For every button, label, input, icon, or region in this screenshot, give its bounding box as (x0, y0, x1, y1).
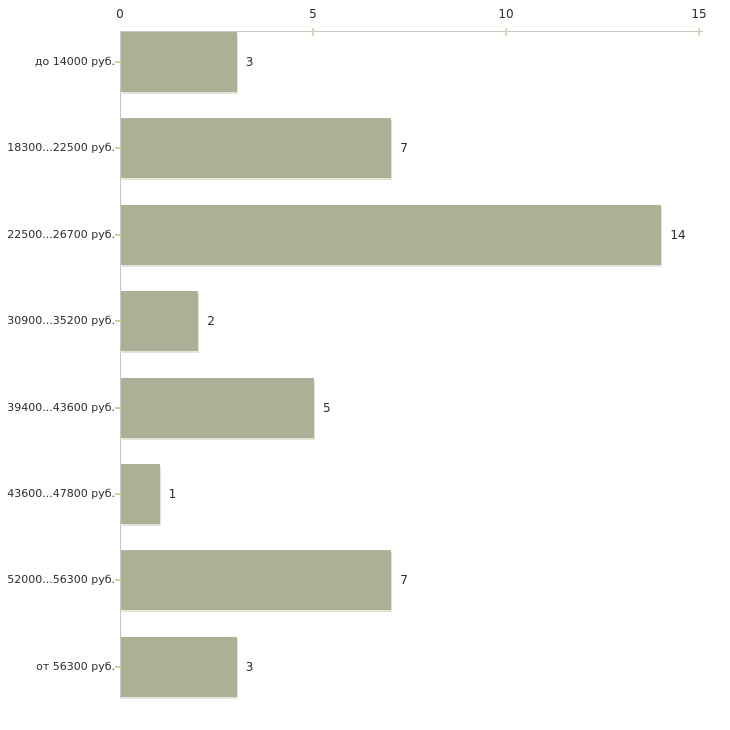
category-label: 39400...43600 руб. (7, 400, 115, 414)
x-axis-tick-label: 10 (498, 7, 514, 21)
y-axis-tick-mark (115, 406, 121, 409)
category-label: 18300...22500 руб. (7, 141, 115, 155)
y-axis-line (120, 31, 121, 699)
category-label: 52000...56300 руб. (7, 573, 115, 587)
bar (121, 636, 237, 697)
y-axis-tick-mark (115, 147, 121, 150)
value-label: 5 (323, 400, 331, 415)
value-label: 3 (245, 55, 254, 69)
bar (121, 204, 662, 265)
bar (121, 118, 392, 179)
value-label: 7 (400, 141, 408, 156)
category-label: до 14000 руб. (34, 55, 115, 68)
category-label: 43600...47800 руб. (7, 487, 115, 500)
x-axis-tick-label: 5 (309, 7, 317, 21)
value-label: 3 (245, 659, 254, 674)
y-axis-tick-mark (115, 493, 121, 495)
x-axis-tick-mark (698, 28, 700, 36)
value-label: 2 (207, 314, 215, 329)
category-label: 30900...35200 руб. (7, 314, 115, 328)
bar (121, 464, 160, 524)
value-label: 1 (168, 487, 177, 501)
y-axis-tick-mark (115, 233, 121, 236)
x-axis-tick-label: 0 (116, 7, 124, 21)
category-label: от 56300 руб. (36, 659, 115, 673)
value-label: 7 (400, 573, 408, 588)
x-axis-tick-mark (505, 28, 507, 36)
bar (121, 291, 199, 352)
bar (121, 550, 392, 611)
y-axis-tick-mark (115, 320, 121, 323)
bar (121, 377, 314, 438)
x-axis-tick-mark (312, 28, 314, 36)
y-axis-tick-mark (115, 61, 121, 63)
bar (121, 32, 237, 92)
x-axis-tick-label: 15 (691, 7, 707, 21)
value-label: 14 (670, 227, 686, 242)
y-axis-tick-mark (115, 579, 121, 582)
y-axis-tick-mark (115, 665, 121, 668)
x-axis-line (120, 31, 703, 32)
category-label: 22500...26700 руб. (7, 227, 115, 241)
